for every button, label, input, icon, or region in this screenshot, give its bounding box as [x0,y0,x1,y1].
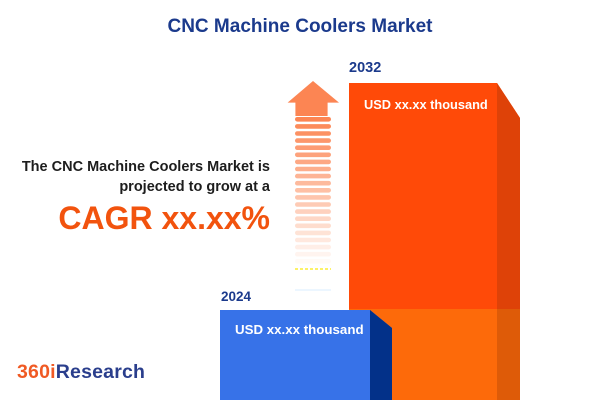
svg-text:2032: 2032 [349,60,381,76]
svg-text:USD xx.xx thousand: USD xx.xx thousand [235,322,364,337]
svg-text:USD xx.xx thousand: USD xx.xx thousand [364,97,488,112]
svg-text:2024: 2024 [221,289,252,304]
